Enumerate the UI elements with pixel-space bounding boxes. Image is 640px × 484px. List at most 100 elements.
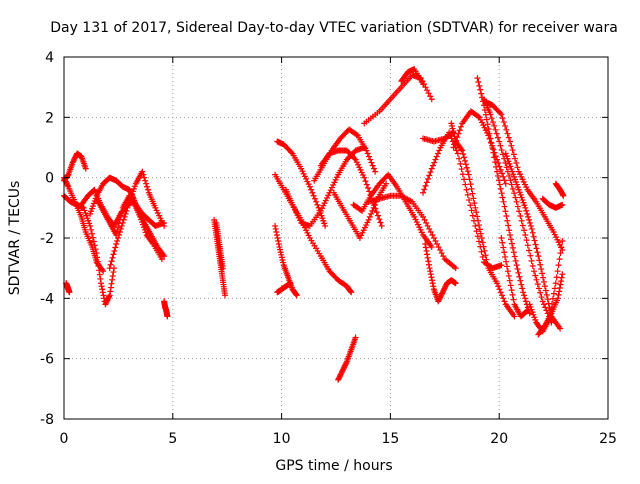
data-point xyxy=(459,147,466,154)
data-point xyxy=(454,134,461,141)
data-point xyxy=(524,242,531,249)
data-point xyxy=(428,165,435,172)
data-point xyxy=(490,149,497,156)
data-point xyxy=(560,192,567,199)
data-point xyxy=(500,244,507,251)
data-point xyxy=(533,245,540,252)
data-point xyxy=(125,201,132,208)
data-point xyxy=(474,233,481,240)
data-point xyxy=(525,213,532,220)
data-point xyxy=(555,262,562,269)
data-point xyxy=(272,222,279,229)
data-point xyxy=(517,277,524,284)
data-point xyxy=(377,219,384,226)
data-point xyxy=(479,239,486,246)
data-point xyxy=(541,283,548,290)
data-point xyxy=(452,137,459,144)
data-point xyxy=(361,174,368,181)
data-point xyxy=(464,191,471,198)
data-point xyxy=(477,86,484,93)
data-point xyxy=(509,244,516,251)
data-point xyxy=(367,156,374,163)
data-point xyxy=(430,283,437,290)
data-point xyxy=(507,138,514,145)
data-point xyxy=(484,121,491,128)
data-point xyxy=(109,254,116,261)
data-point xyxy=(90,238,97,245)
data-point xyxy=(498,262,505,269)
data-point xyxy=(107,284,114,291)
data-point xyxy=(515,269,522,276)
data-point xyxy=(516,208,523,215)
data-point xyxy=(425,258,432,265)
data-point xyxy=(488,115,495,122)
data-point xyxy=(123,207,130,214)
y-tick-label: -8 xyxy=(40,412,54,428)
data-series xyxy=(498,235,531,320)
data-point xyxy=(531,237,538,244)
data-series xyxy=(63,280,73,296)
data-point xyxy=(476,82,483,89)
data-point xyxy=(510,296,517,303)
data-point xyxy=(293,291,300,298)
data-point xyxy=(109,272,116,279)
data-point xyxy=(383,180,390,187)
data-point xyxy=(506,227,513,234)
data-series xyxy=(483,99,566,254)
data-point xyxy=(509,291,516,298)
chart-title: Day 131 of 2017, Sidereal Day-to-day VTE… xyxy=(50,20,618,36)
data-point xyxy=(222,292,229,299)
data-point xyxy=(369,162,376,169)
data-point xyxy=(489,119,496,126)
data-point xyxy=(370,204,377,211)
data-point xyxy=(501,298,508,305)
data-point xyxy=(366,213,373,220)
data-point xyxy=(475,217,482,224)
data-point xyxy=(365,185,372,192)
data-point xyxy=(483,116,490,123)
data-point xyxy=(426,172,433,179)
data-point xyxy=(460,150,467,157)
data-point xyxy=(504,217,511,224)
data-point xyxy=(503,164,510,171)
data-point xyxy=(497,166,504,173)
data-point xyxy=(116,231,123,238)
data-point xyxy=(424,251,431,258)
data-point xyxy=(499,115,506,122)
data-point xyxy=(493,163,500,170)
data-point xyxy=(362,178,369,185)
data-point xyxy=(554,268,561,275)
data-point xyxy=(453,147,460,154)
data-point xyxy=(275,238,282,245)
data-point xyxy=(310,192,317,199)
data-point xyxy=(118,222,125,229)
axis-ticks: 0 5 10 15 20 25 -8 -6 -4 -2 0 2 4 xyxy=(40,50,617,447)
data-point xyxy=(538,266,545,273)
data-point xyxy=(492,159,499,166)
data-point xyxy=(87,222,94,229)
data-point xyxy=(534,249,541,256)
data-point xyxy=(432,238,439,245)
data-point xyxy=(478,90,485,97)
data-point xyxy=(99,289,106,296)
data-point xyxy=(531,268,538,275)
data-point xyxy=(505,134,512,141)
data-point xyxy=(556,256,563,263)
data-point xyxy=(219,265,226,272)
data-point xyxy=(425,90,432,97)
data-point xyxy=(471,200,478,207)
data-point xyxy=(475,238,482,245)
data-point xyxy=(348,289,355,296)
data-point xyxy=(512,155,519,162)
data-point xyxy=(504,268,511,275)
data-point xyxy=(554,295,561,302)
data-point xyxy=(505,272,512,279)
data-point xyxy=(108,258,115,265)
data-point xyxy=(470,195,477,202)
data-point xyxy=(523,207,530,214)
y-tick-label: 0 xyxy=(45,171,54,187)
data-point xyxy=(121,213,128,220)
data-point xyxy=(425,261,432,268)
